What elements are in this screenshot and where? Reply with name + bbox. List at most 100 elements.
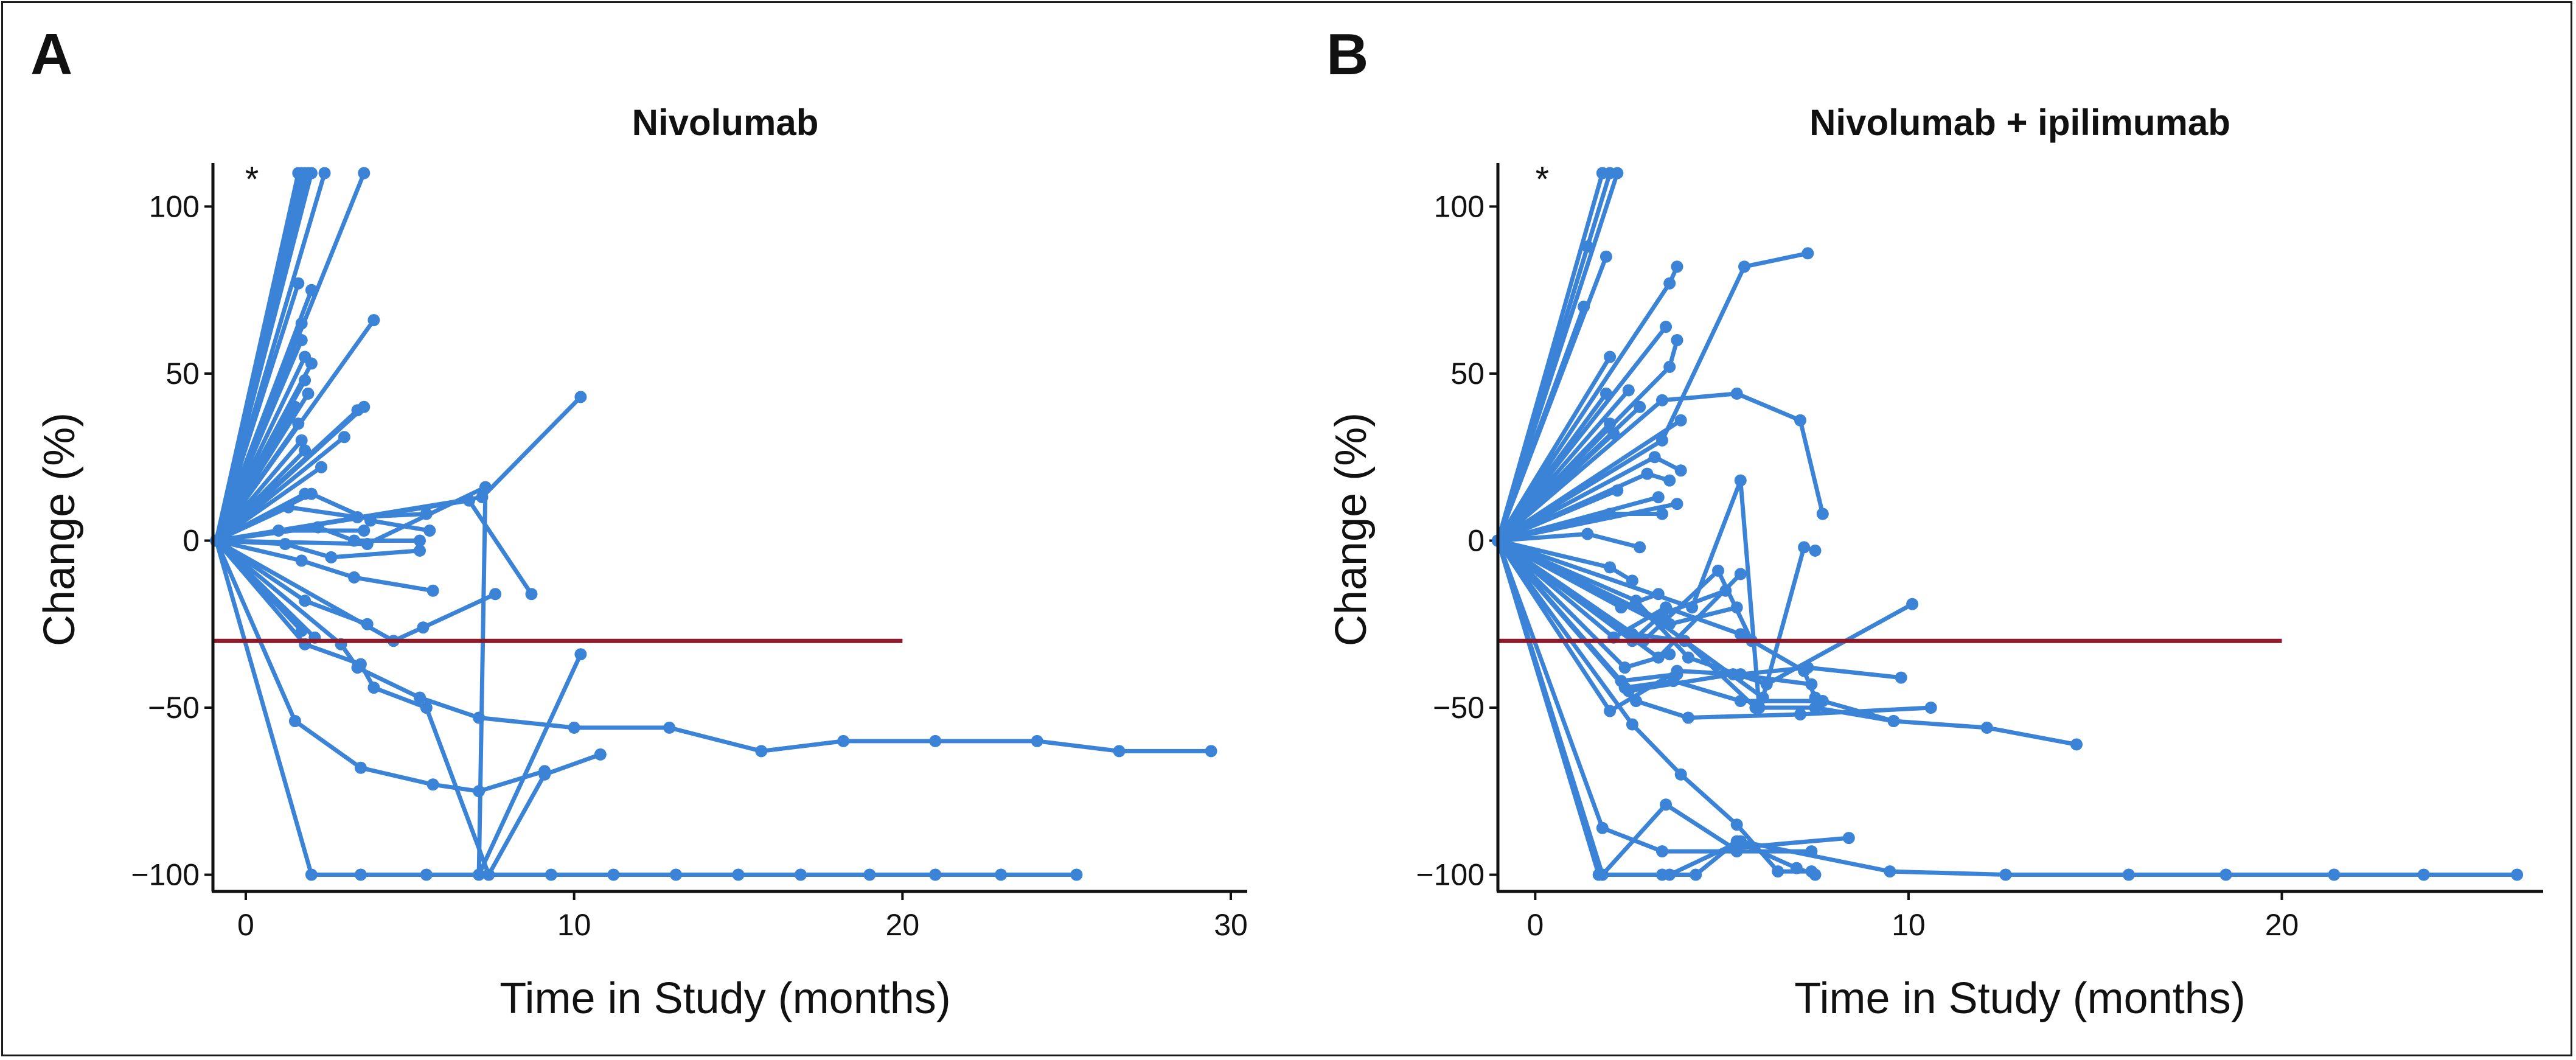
data-point bbox=[2219, 868, 2232, 881]
data-point bbox=[2122, 868, 2135, 881]
data-point bbox=[1600, 250, 1612, 263]
data-point bbox=[795, 868, 807, 881]
data-point bbox=[1674, 464, 1687, 477]
data-point bbox=[1798, 541, 1811, 554]
x-tick-label: 10 bbox=[1892, 908, 1926, 942]
data-point bbox=[1604, 561, 1617, 574]
data-point bbox=[1634, 400, 1646, 413]
data-point bbox=[288, 715, 301, 727]
data-point bbox=[525, 588, 538, 601]
data-point bbox=[1663, 474, 1676, 487]
series-line bbox=[214, 539, 603, 877]
axes-b bbox=[1496, 163, 2543, 893]
y-tick-label: −50 bbox=[148, 691, 200, 725]
x-axis-title-b: Time in Study (months) bbox=[1794, 974, 2246, 1023]
data-point bbox=[473, 785, 486, 798]
y-tick-label: 100 bbox=[149, 189, 200, 223]
data-point bbox=[1205, 745, 1217, 758]
data-point bbox=[1641, 467, 1654, 480]
data-point bbox=[574, 648, 587, 661]
data-point bbox=[1712, 564, 1724, 577]
series-line bbox=[1495, 324, 1668, 543]
series-A40 bbox=[210, 534, 1217, 758]
series-line bbox=[214, 281, 301, 543]
data-point bbox=[538, 765, 551, 778]
series-B42 bbox=[1492, 534, 1900, 727]
data-point bbox=[1772, 865, 1784, 878]
data-point bbox=[299, 374, 312, 386]
data-point bbox=[732, 868, 745, 881]
data-point bbox=[1663, 277, 1676, 290]
data-point bbox=[663, 721, 676, 734]
data-point bbox=[305, 487, 318, 500]
data-point bbox=[1652, 491, 1665, 504]
data-point bbox=[354, 761, 367, 774]
series-line bbox=[214, 539, 547, 793]
data-point bbox=[1734, 474, 1747, 487]
data-point bbox=[1682, 711, 1694, 724]
data-point bbox=[315, 461, 328, 473]
y-tick-label: 0 bbox=[183, 523, 200, 557]
data-point bbox=[358, 167, 371, 180]
data-point bbox=[295, 434, 308, 447]
data-point bbox=[594, 748, 607, 761]
data-point bbox=[318, 167, 331, 180]
data-point bbox=[1611, 167, 1624, 180]
data-point bbox=[1113, 745, 1126, 758]
y-tick-label: −100 bbox=[1416, 858, 1485, 892]
series-line bbox=[214, 539, 1079, 877]
data-point bbox=[1738, 260, 1750, 273]
data-point bbox=[1031, 734, 1043, 747]
data-point bbox=[295, 554, 308, 567]
data-point bbox=[1604, 705, 1617, 717]
data-point bbox=[670, 868, 682, 881]
data-point bbox=[1596, 868, 1609, 881]
data-point bbox=[755, 745, 768, 758]
data-point bbox=[574, 391, 587, 403]
data-point bbox=[568, 721, 580, 734]
data-point bbox=[1656, 507, 1668, 520]
data-point bbox=[1730, 387, 1743, 400]
y-tick-label: −50 bbox=[1433, 691, 1485, 725]
data-point bbox=[288, 400, 301, 413]
data-point bbox=[295, 334, 308, 346]
chart-title-a: Nivolumab bbox=[632, 102, 819, 143]
data-point bbox=[1656, 394, 1668, 406]
y-tick-label: −100 bbox=[131, 858, 200, 892]
data-point bbox=[1581, 240, 1594, 253]
data-point bbox=[479, 481, 492, 493]
data-point bbox=[1622, 384, 1635, 397]
y-axis-title-b: Change (%) bbox=[1327, 413, 1376, 646]
series-line bbox=[1495, 478, 1761, 710]
data-point bbox=[420, 868, 433, 881]
data-point bbox=[1618, 682, 1631, 694]
data-point bbox=[1070, 868, 1083, 881]
data-point bbox=[489, 588, 502, 601]
y-tick-label: 100 bbox=[1434, 189, 1485, 223]
data-point bbox=[1660, 321, 1673, 333]
series-line bbox=[214, 539, 498, 643]
data-point bbox=[299, 595, 312, 607]
data-point bbox=[1734, 835, 1747, 848]
series-B41 bbox=[1492, 534, 1919, 691]
data-point bbox=[2511, 868, 2524, 881]
data-point bbox=[1671, 498, 1683, 511]
data-point bbox=[305, 167, 318, 180]
data-point bbox=[348, 571, 361, 584]
y-axis-ticks-a: −100 −50 0 50 100 bbox=[131, 189, 213, 892]
data-point bbox=[367, 314, 380, 327]
series-line bbox=[214, 492, 432, 543]
panel-b: B Nivolumab + ipilimumab * Time in Study… bbox=[1326, 22, 2543, 1023]
data-point bbox=[1794, 414, 1806, 427]
data-point bbox=[1604, 350, 1617, 363]
series-A42 bbox=[210, 534, 1083, 881]
data-point bbox=[1730, 818, 1743, 831]
x-axis-title-a: Time in Study (months) bbox=[500, 974, 951, 1023]
data-point bbox=[426, 778, 439, 791]
data-point bbox=[295, 317, 308, 330]
data-point bbox=[1656, 845, 1668, 858]
data-point bbox=[1842, 832, 1855, 845]
data-point bbox=[1630, 595, 1642, 607]
data-point bbox=[1671, 334, 1683, 346]
data-point bbox=[338, 431, 350, 444]
